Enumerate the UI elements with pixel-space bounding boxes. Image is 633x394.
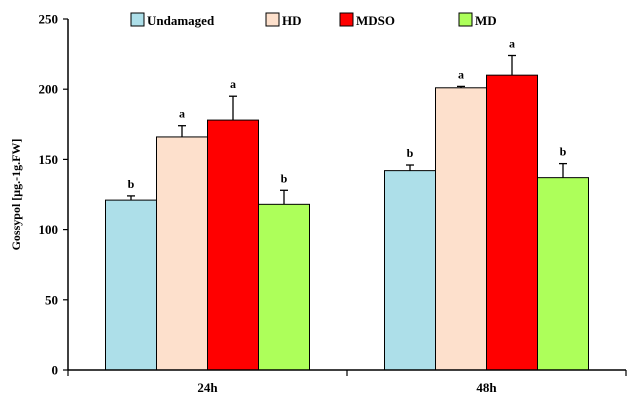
significance-letter: b: [281, 171, 288, 185]
axes-group: 0 50 100 150 200 250 24h 48h: [39, 12, 627, 394]
bar-mdso-48h: [486, 74, 538, 371]
significance-letter: b: [128, 177, 135, 191]
x-category-label: 24h: [197, 380, 218, 394]
bar-undamaged-48h: [384, 170, 436, 371]
legend-swatch-hd: [265, 12, 280, 27]
significance-letter: a: [458, 67, 464, 81]
legend-label-hd: HD: [282, 13, 302, 28]
bar-md-48h: [537, 177, 589, 371]
y-axis-title: Gossypol [μg.-1g.FW]: [9, 139, 23, 251]
significance-letter: b: [407, 146, 414, 160]
bar-hd-24h: [156, 136, 208, 371]
legend-label-mdso: MDSO: [356, 13, 395, 28]
significance-letter: b: [560, 145, 567, 159]
y-tick-label: 150: [39, 152, 59, 167]
y-tick-label: 0: [52, 363, 59, 378]
significance-letter: a: [509, 37, 515, 51]
bar-md-24h: [258, 203, 310, 371]
legend-label-md: MD: [475, 13, 497, 28]
significance-letter: a: [230, 77, 236, 91]
y-tick-label: 200: [39, 82, 59, 97]
legend-swatch-mdso: [339, 12, 354, 27]
legend-swatch-md: [458, 12, 473, 27]
bar-hd-48h: [435, 87, 487, 371]
legend: Undamaged HD MDSO MD: [130, 12, 497, 28]
legend-swatch-undamaged: [130, 12, 145, 27]
significance-letter: a: [179, 107, 185, 121]
y-tick-label: 250: [39, 12, 59, 27]
bars-group: b a a b b a a b: [105, 37, 589, 371]
y-tick-label: 100: [39, 222, 59, 237]
y-tick-label: 50: [45, 292, 58, 307]
bar-mdso-24h: [207, 119, 259, 371]
legend-label-undamaged: Undamaged: [147, 13, 215, 28]
bar-undamaged-24h: [105, 199, 157, 371]
x-category-label: 48h: [476, 380, 497, 394]
